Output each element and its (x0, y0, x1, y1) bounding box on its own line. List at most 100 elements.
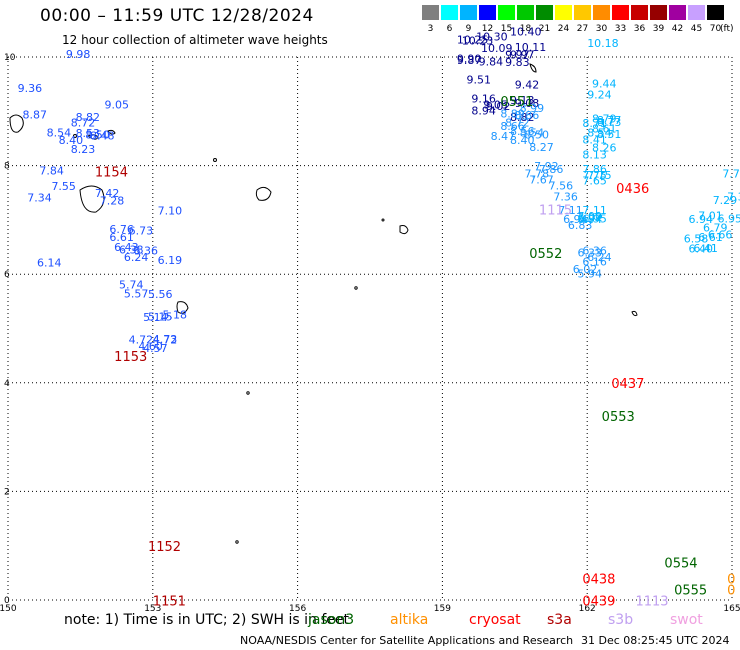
wave-height-value: 6.24 (587, 251, 612, 264)
color-scale-swatch (498, 5, 515, 20)
pass-time-label: 1154 (95, 165, 128, 180)
wave-height-value: 5.57 (124, 288, 149, 301)
wave-height-value: 6.83 (568, 219, 593, 232)
wave-height-value: 8.72 (505, 117, 530, 130)
wave-height-value: 7.34 (27, 191, 52, 204)
wave-height-value: 8.47 (491, 130, 515, 143)
wave-height-value: 8.27 (529, 141, 554, 154)
wave-height-value: 10.11 (515, 41, 547, 54)
wave-height-value: 8.56 (510, 125, 535, 138)
island-outlines (9, 63, 638, 544)
pass-time-label: 1151 (153, 594, 186, 609)
wave-height-value: 4.72 (153, 334, 178, 347)
credit-line: NOAA/NESDIS Center for Satellite Applica… (240, 634, 574, 647)
wave-height-value: 7.11 (582, 204, 607, 217)
wave-height-value: 8.54 (587, 126, 612, 139)
y-tick-label: 0 (4, 596, 10, 606)
wave-height-value: 6.94 (689, 213, 714, 226)
color-scale-swatch (593, 5, 610, 20)
grid-lines (7, 56, 733, 601)
satellite-legend-item: s3a (547, 612, 572, 628)
wave-height-value: 6.97 (578, 212, 603, 225)
color-scale-swatch (422, 5, 439, 20)
wave-height-value: 6.41 (693, 242, 718, 255)
wave-height-value: 6.19 (158, 254, 183, 267)
wave-height-value: 6.40 (689, 242, 714, 255)
wave-height-value: 8.54 (47, 126, 72, 139)
generation-timestamp: 31 Dec 08:25:45 UTC 2024 (581, 634, 730, 647)
island-shape (246, 391, 250, 395)
wave-height-value: 8.66 (500, 120, 525, 133)
wave-height-value: 6.94 (563, 213, 588, 226)
wave-height-value: 9.24 (587, 88, 612, 101)
wave-height-value: 8.23 (71, 143, 96, 156)
island-shape (399, 225, 409, 235)
wave-height-value: 8.41 (582, 133, 607, 146)
island-shape (176, 301, 189, 314)
pass-time-label: 0552 (529, 247, 562, 262)
wave-height-value: 6.94 (578, 213, 603, 226)
wave-height-value: 8.53 (76, 127, 101, 140)
wave-height-value: 7.10 (158, 204, 183, 217)
island-shape (79, 185, 105, 213)
wave-height-value: 8.54 (520, 126, 545, 139)
wave-height-value: 7.75 (582, 169, 607, 182)
wave-height-value: 5.94 (578, 267, 603, 280)
island-shape (354, 286, 358, 290)
island-shape (107, 129, 116, 135)
wave-height-value: 6.61 (109, 231, 134, 244)
wave-height-value: 9.16 (471, 93, 496, 106)
pass-time-label: 0436 (616, 182, 649, 197)
y-tick-label: 4 (4, 379, 10, 389)
wave-height-value: 6.38 (119, 244, 144, 257)
island-shape (255, 186, 272, 201)
island-shape (87, 134, 99, 140)
wave-height-value: 9.90 (457, 52, 482, 65)
color-scale-label: 33 (614, 24, 627, 34)
wave-height-value: 8.72 (71, 117, 96, 130)
satellite-legend-item: cryosat (469, 612, 521, 628)
wave-height-value: 8.71 (582, 117, 607, 130)
wave-height-value: 8.82 (76, 111, 101, 124)
color-scale-swatch (555, 5, 572, 20)
wave-height-value: 9.97 (510, 49, 535, 62)
island-shape (381, 218, 385, 222)
color-scale-swatch (612, 5, 629, 20)
wave-height-value: 7.67 (529, 174, 554, 187)
color-scale-label: 39 (652, 24, 665, 34)
satellite-pass-labels: 0551 0552 0553 0554 0555 1154 1153 1152 1151 0436… (95, 95, 736, 610)
wave-height-value: 8.48 (90, 130, 115, 143)
wave-height-value: 10.18 (587, 37, 619, 50)
wave-height-value: 6.79 (703, 221, 728, 234)
x-tick-label: 165 (723, 604, 740, 612)
color-scale-label: 18 (519, 24, 532, 34)
wave-height-value: 5.56 (148, 288, 173, 301)
wave-height-value: 9.02 (486, 100, 511, 113)
y-tick-label: 2 (4, 487, 10, 497)
wave-height-value: 8.94 (471, 105, 496, 118)
wave-height-value: 8.13 (582, 149, 607, 162)
color-scale-label: 6 (446, 24, 453, 34)
color-scale-label: 70 (709, 24, 722, 34)
pass-time-label: 0438 (582, 573, 615, 588)
color-scale-label: 42 (671, 24, 684, 34)
satellite-legend-item: jason3 (308, 612, 355, 628)
color-scale-swatch (460, 5, 477, 20)
pass-time-label: 0 (727, 573, 735, 588)
pass-time-label: 0439 (582, 594, 615, 609)
wave-height-value: 8.50 (524, 128, 549, 141)
wave-height-value: 8.99 (520, 102, 545, 115)
color-scale-swatch (631, 5, 648, 20)
island-shape (529, 63, 537, 73)
wave-height-value: 8.89 (500, 107, 525, 120)
color-scale-swatch (517, 5, 534, 20)
wave-height-value: 4.57 (143, 342, 168, 355)
footer-note: note: 1) Time is in UTC; 2) SWH is in fe… (64, 612, 350, 628)
color-scale-label: 30 (595, 24, 608, 34)
color-scale-label: 15 (500, 24, 513, 34)
wave-height-value: 6.76 (109, 223, 134, 236)
wave-height-value: 6.73 (129, 225, 154, 238)
wave-height-value: 8.50 (85, 128, 110, 141)
x-tick-label: 159 (434, 604, 451, 612)
